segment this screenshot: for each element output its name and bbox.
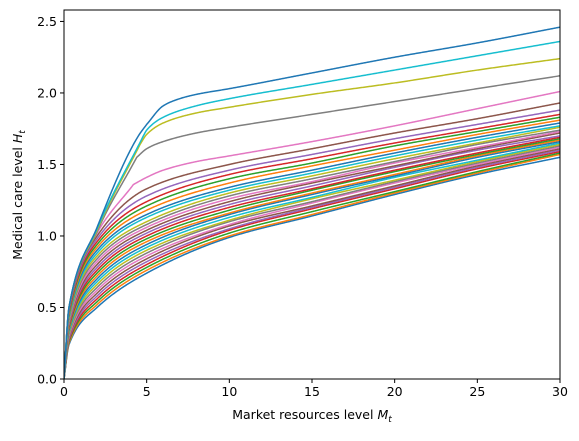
y-tick-label: 0.0	[37, 372, 57, 387]
series-line-17	[64, 130, 560, 379]
series-line-19	[64, 126, 560, 379]
series-line-21	[64, 122, 560, 379]
series-line-16	[64, 132, 560, 379]
series-line-26	[64, 102, 560, 379]
series-line-27	[64, 90, 560, 379]
series-line-22	[64, 119, 560, 379]
series-line-3	[64, 152, 560, 379]
y-tick-label: 1.5	[37, 157, 57, 172]
y-tick-label: 2.0	[37, 85, 57, 100]
series-line-5	[64, 149, 560, 379]
series-line-4	[64, 150, 560, 379]
series-line-23	[64, 116, 560, 379]
y-tick-label: 1.0	[37, 228, 57, 243]
x-tick-label: 15	[304, 384, 320, 399]
series-line-2	[64, 153, 560, 379]
series-line-29	[64, 57, 560, 379]
x-tick-label: 10	[221, 384, 237, 399]
y-tick-label: 0.5	[37, 300, 57, 315]
series-line-31	[64, 26, 560, 379]
series-line-24	[64, 113, 560, 379]
x-tick-label: 20	[387, 384, 403, 399]
series-line-25	[64, 109, 560, 379]
y-ticks: 0.0 0.5 1.0 1.5 2.0 2.5	[37, 14, 64, 387]
series-line-12	[64, 139, 560, 379]
series-line-14	[64, 136, 560, 379]
series-line-10	[64, 142, 560, 379]
x-tick-label: 5	[143, 384, 151, 399]
y-axis-label: Medical care level Ht	[10, 130, 28, 260]
series-line-8	[64, 145, 560, 379]
series-line-20	[64, 125, 560, 379]
x-tick-label: 30	[552, 384, 568, 399]
series-line-1	[64, 156, 560, 379]
x-axis-label: Market resources level Mt	[232, 407, 392, 425]
series-line-30	[64, 40, 560, 379]
series-line-18	[64, 129, 560, 379]
series-line-6	[64, 147, 560, 379]
y-tick-label: 2.5	[37, 14, 57, 29]
series-line-28	[64, 75, 560, 379]
series-line-9	[64, 143, 560, 379]
series-layer	[64, 26, 560, 379]
x-tick-label: 25	[469, 384, 485, 399]
series-line-13	[64, 137, 560, 379]
series-line-15	[64, 135, 560, 379]
series-line-7	[64, 146, 560, 379]
series-line-11	[64, 140, 560, 379]
x-ticks: 0 5 10 15 20 25 30	[60, 379, 568, 399]
x-tick-label: 0	[60, 384, 68, 399]
